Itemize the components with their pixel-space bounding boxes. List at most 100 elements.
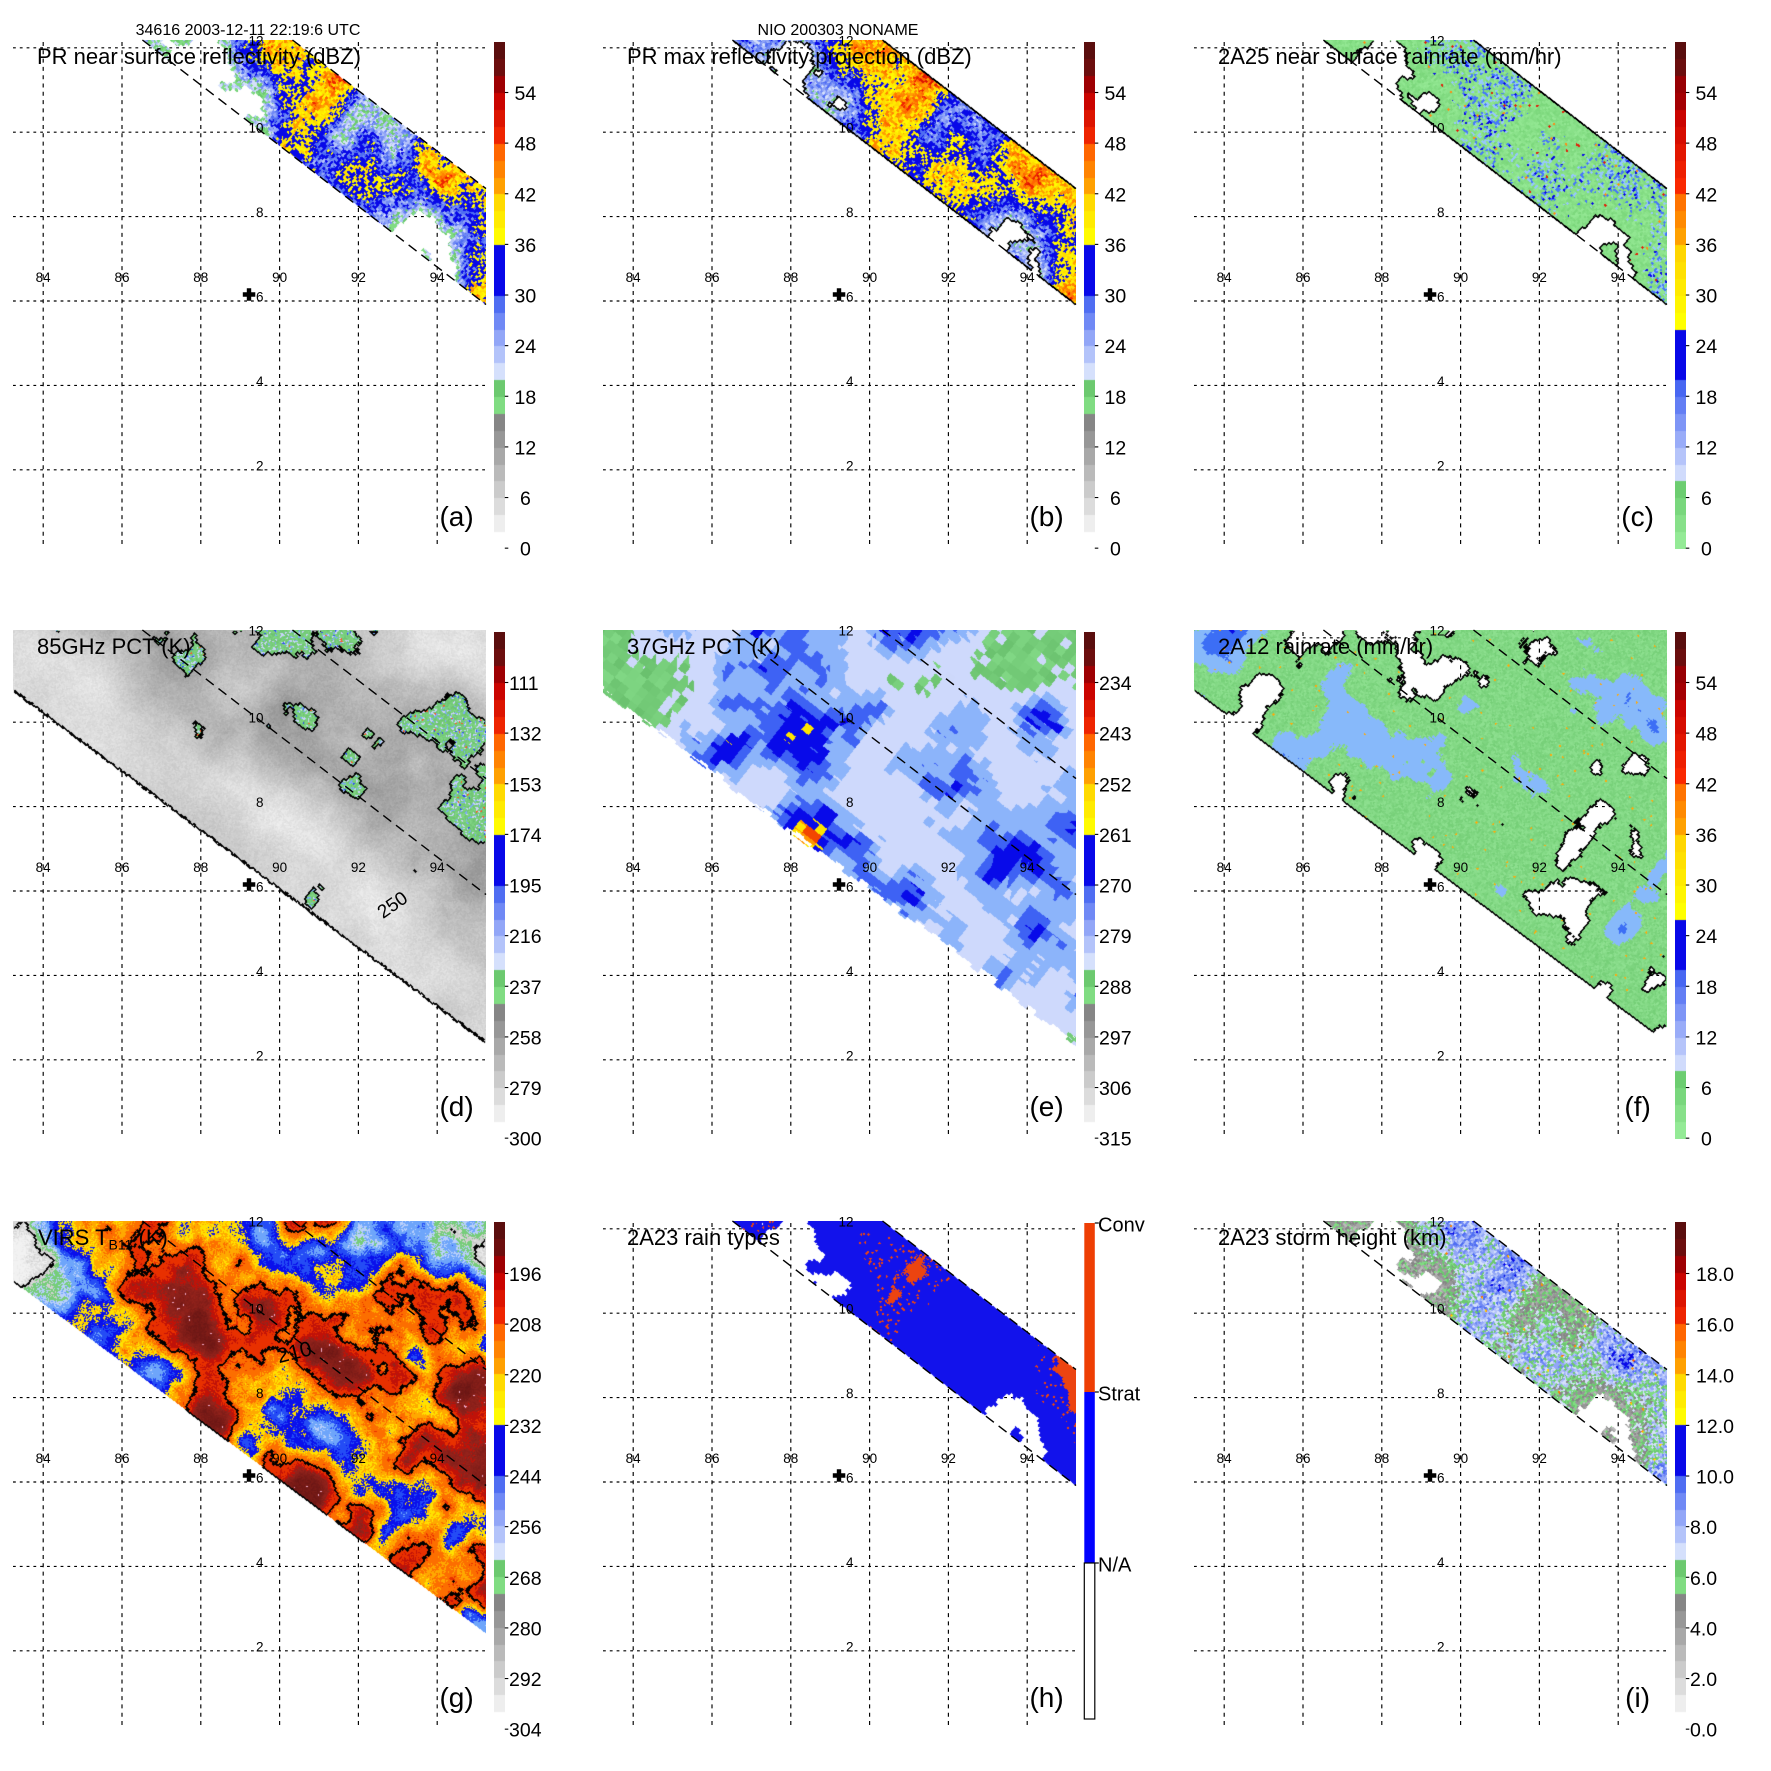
- svg-text:6: 6: [846, 880, 854, 895]
- svg-text:94: 94: [1020, 270, 1036, 285]
- svg-text:94: 94: [1020, 1450, 1036, 1465]
- svg-text:92: 92: [1532, 1450, 1547, 1465]
- svg-text:8: 8: [256, 795, 264, 810]
- svg-text:86: 86: [114, 270, 129, 285]
- svg-text:86: 86: [114, 1450, 129, 1465]
- svg-text:PR near surface reflectivity (: PR near surface reflectivity (dBZ): [37, 44, 361, 69]
- svg-text:196: 196: [509, 1264, 542, 1286]
- svg-text:210: 210: [275, 1337, 315, 1368]
- svg-text:24: 24: [1695, 336, 1717, 358]
- svg-text:12: 12: [515, 437, 537, 459]
- svg-text:88: 88: [784, 1450, 799, 1465]
- svg-text:88: 88: [1374, 270, 1389, 285]
- svg-text:12: 12: [839, 624, 854, 639]
- svg-text:12: 12: [1695, 1028, 1717, 1050]
- svg-text:84: 84: [1216, 1450, 1232, 1465]
- svg-text:6: 6: [256, 290, 264, 305]
- svg-text:86: 86: [705, 860, 720, 875]
- svg-text:6: 6: [256, 880, 264, 895]
- svg-text:54: 54: [515, 83, 537, 105]
- svg-text:12: 12: [839, 1214, 854, 1229]
- svg-text:18.0: 18.0: [1696, 1264, 1734, 1286]
- svg-text:2: 2: [1437, 1049, 1445, 1064]
- svg-text:36: 36: [1695, 235, 1717, 257]
- svg-text:2A23 storm height (km): 2A23 storm height (km): [1218, 1225, 1447, 1250]
- svg-text:4: 4: [256, 374, 264, 389]
- svg-text:54: 54: [1695, 83, 1717, 105]
- svg-text:(d): (d): [439, 1091, 473, 1122]
- svg-text:30: 30: [1695, 876, 1717, 898]
- svg-text:84: 84: [626, 270, 642, 285]
- svg-text:54: 54: [1105, 83, 1127, 105]
- svg-text:84: 84: [626, 860, 642, 875]
- svg-text:94: 94: [430, 270, 446, 285]
- svg-text:252: 252: [1099, 775, 1132, 797]
- svg-text:94: 94: [1610, 270, 1626, 285]
- svg-text:94: 94: [430, 1450, 446, 1465]
- svg-text:84: 84: [1216, 270, 1232, 285]
- svg-text:24: 24: [1105, 336, 1127, 358]
- svg-text:94: 94: [1020, 860, 1036, 875]
- svg-text:2: 2: [256, 458, 264, 473]
- svg-text:243: 243: [1099, 724, 1132, 746]
- svg-text:10: 10: [248, 121, 263, 136]
- svg-text:90: 90: [272, 270, 287, 285]
- svg-text:(f): (f): [1624, 1091, 1650, 1122]
- svg-text:6: 6: [520, 488, 531, 510]
- svg-text:(g): (g): [439, 1682, 473, 1713]
- svg-text:0: 0: [1701, 539, 1712, 561]
- svg-text:4.0: 4.0: [1690, 1618, 1717, 1640]
- svg-text:12: 12: [248, 624, 263, 639]
- svg-text:10: 10: [839, 1301, 854, 1316]
- svg-text:12: 12: [248, 1214, 263, 1229]
- svg-text:30: 30: [1695, 286, 1717, 308]
- svg-text:88: 88: [1374, 860, 1389, 875]
- svg-text:36: 36: [1695, 825, 1717, 847]
- svg-text:6: 6: [1701, 1078, 1712, 1100]
- svg-text:297: 297: [1099, 1028, 1132, 1050]
- svg-text:6: 6: [1701, 488, 1712, 510]
- svg-text:88: 88: [193, 860, 208, 875]
- svg-text:86: 86: [114, 860, 129, 875]
- svg-text:2.0: 2.0: [1690, 1669, 1717, 1691]
- svg-text:90: 90: [1453, 1450, 1468, 1465]
- svg-text:220: 220: [509, 1365, 542, 1387]
- svg-text:94: 94: [430, 860, 446, 875]
- svg-text:86: 86: [705, 1450, 720, 1465]
- svg-text:18: 18: [1105, 387, 1127, 409]
- svg-text:10: 10: [1429, 1301, 1444, 1316]
- svg-text:292: 292: [509, 1669, 542, 1691]
- svg-text:(h): (h): [1030, 1682, 1064, 1713]
- svg-text:86: 86: [1295, 1450, 1310, 1465]
- svg-text:NIO 200303 NONAME: NIO 200303 NONAME: [758, 22, 919, 39]
- svg-text:6: 6: [256, 1470, 264, 1485]
- svg-text:94: 94: [1610, 860, 1626, 875]
- svg-text:8: 8: [1437, 795, 1445, 810]
- svg-text:268: 268: [509, 1567, 542, 1589]
- svg-text:2: 2: [256, 1049, 264, 1064]
- svg-text:Conv: Conv: [1098, 1214, 1145, 1236]
- svg-text:132: 132: [509, 724, 542, 746]
- svg-text:258: 258: [509, 1028, 542, 1050]
- svg-text:48: 48: [515, 134, 537, 156]
- svg-text:92: 92: [351, 1450, 366, 1465]
- svg-text:30: 30: [1105, 286, 1127, 308]
- svg-text:6: 6: [846, 1470, 854, 1485]
- svg-text:92: 92: [1532, 270, 1547, 285]
- svg-text:0: 0: [520, 539, 531, 561]
- svg-text:8: 8: [256, 1386, 264, 1401]
- svg-text:2A25 near surface rainrate (mm: 2A25 near surface rainrate (mm/hr): [1218, 44, 1562, 69]
- svg-text:2A23 rain types: 2A23 rain types: [627, 1225, 780, 1250]
- svg-text:18: 18: [1695, 977, 1717, 999]
- svg-text:90: 90: [1453, 860, 1468, 875]
- svg-text:6: 6: [846, 290, 854, 305]
- svg-text:92: 92: [351, 270, 366, 285]
- svg-text:8: 8: [846, 795, 854, 810]
- svg-text:36: 36: [1105, 235, 1127, 257]
- svg-text:92: 92: [941, 1450, 956, 1465]
- svg-text:270: 270: [1099, 876, 1132, 898]
- svg-text:90: 90: [1453, 270, 1468, 285]
- svg-text:2: 2: [1437, 1639, 1445, 1654]
- svg-text:16.0: 16.0: [1696, 1314, 1734, 1336]
- svg-text:234: 234: [1099, 673, 1132, 695]
